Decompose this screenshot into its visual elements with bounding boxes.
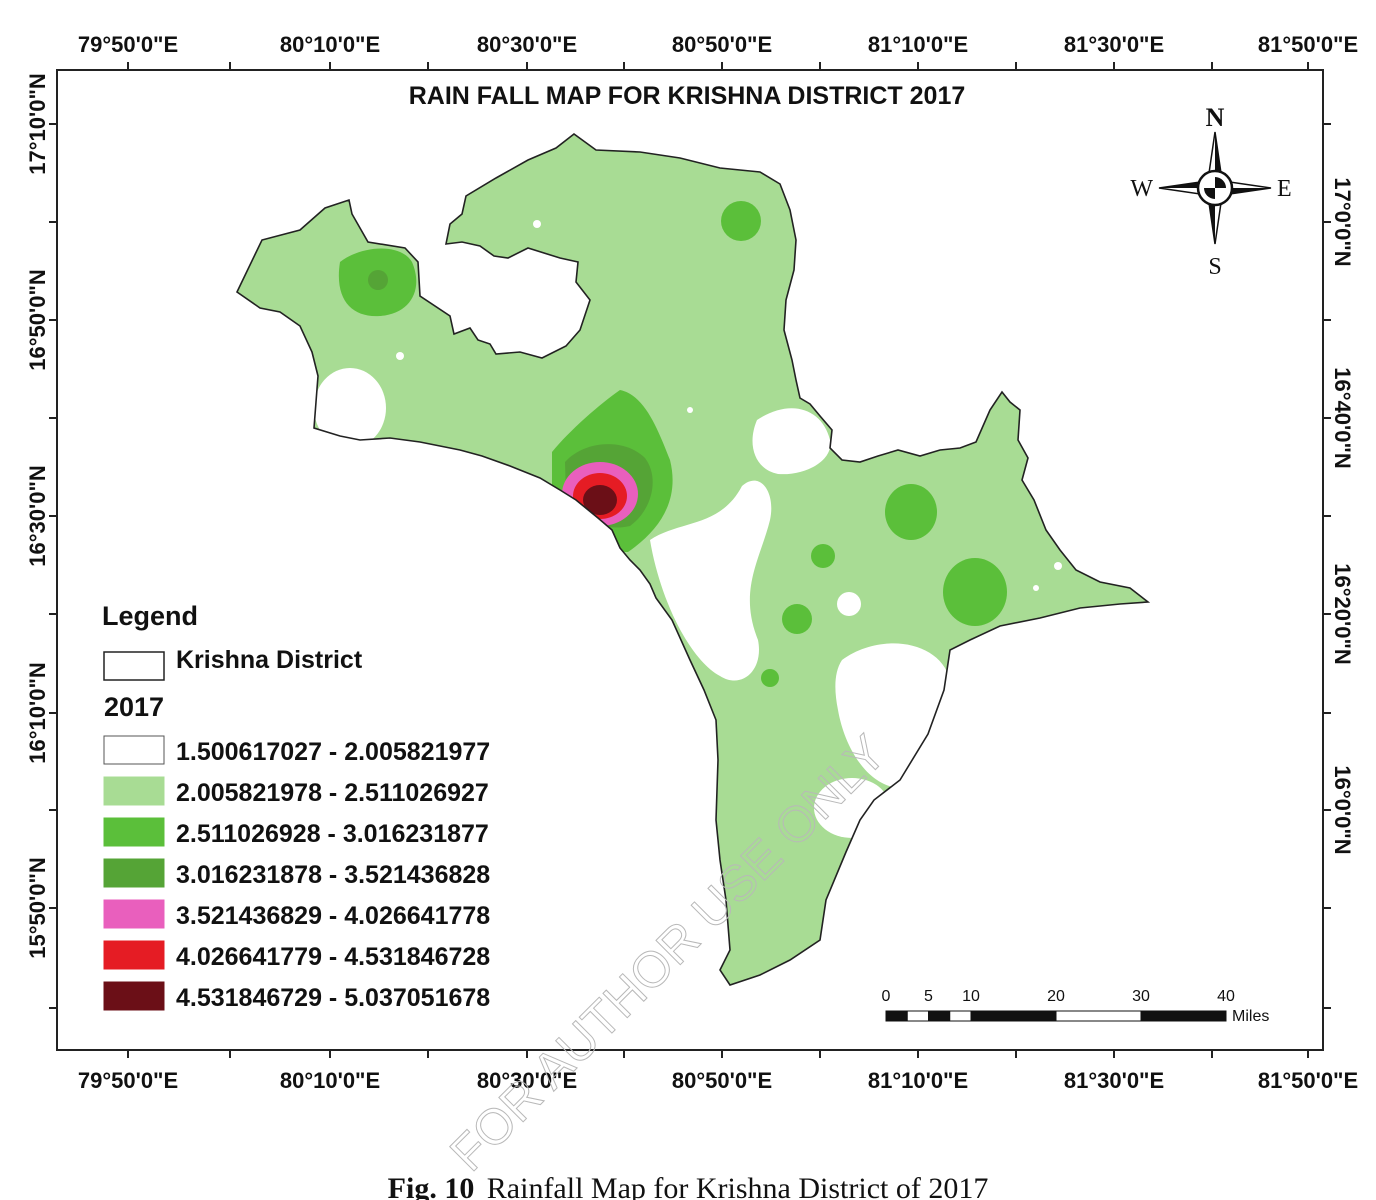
caption-text: Rainfall Map for Krishna District of 201… (487, 1172, 989, 1200)
legend-heading: Legend (102, 601, 198, 631)
medium-rainfall-zone (761, 669, 779, 687)
scale-tick-labels: 0 5 10 20 30 40 (882, 988, 1235, 1005)
high-rainfall-zone (368, 270, 388, 290)
legend-class-label: 1.500617027 - 2.005821977 (176, 738, 490, 766)
legend-class-label: 3.521436829 - 4.026641778 (176, 902, 490, 930)
lon-label-top: 80°30'0"E (477, 32, 577, 57)
longitude-labels-bottom: 79°50'0"E 80°10'0"E 80°30'0"E 80°50'0"E … (78, 1068, 1358, 1093)
scale-bar: 0 5 10 20 30 40 Miles (882, 988, 1270, 1025)
lon-label-top: 80°50'0"E (672, 32, 772, 57)
latitude-labels-right: 17°0'0"N 16°40'0"N 16°20'0"N 16°0'0"N (1330, 177, 1355, 854)
lon-label-bottom: 80°10'0"E (280, 1068, 380, 1093)
caption-prefix: Fig. 10 (388, 1172, 475, 1200)
medium-rainfall-zone (885, 484, 937, 540)
lon-label-top: 81°30'0"E (1064, 32, 1164, 57)
lon-label-top: 81°10'0"E (868, 32, 968, 57)
compass-rose: N S E W (1130, 103, 1291, 280)
scale-tick-label: 0 (882, 988, 891, 1005)
lon-label-bottom: 79°50'0"E (78, 1068, 178, 1093)
scale-tick-label: 40 (1217, 988, 1235, 1005)
lat-label-left: 15°50'0"N (25, 857, 50, 959)
low-rainfall-zone (752, 408, 831, 475)
compass-west-shade (1159, 181, 1207, 188)
latitude-labels-left: 17°10'0"N 16°50'0"N 16°30'0"N 16°10'0"N … (25, 73, 50, 959)
low-rainfall-zone (396, 352, 404, 360)
scale-tick-label: 5 (924, 988, 933, 1005)
scale-tick-label: 30 (1132, 988, 1150, 1005)
lon-label-top: 79°50'0"E (78, 32, 178, 57)
compass-east-label: E (1277, 176, 1292, 202)
scale-segment (885, 1010, 908, 1022)
compass-quadrant (1204, 188, 1215, 199)
medium-rainfall-zone (943, 558, 1007, 626)
legend-swatch (103, 776, 165, 806)
map-title: RAIN FALL MAP FOR KRISHNA DISTRICT 2017 (409, 82, 966, 110)
medium-rainfall-zone (782, 604, 812, 634)
scale-segment (928, 1010, 951, 1022)
medium-rainfall-zone (721, 201, 761, 241)
lon-label-top: 81°50'0"E (1258, 32, 1358, 57)
low-rainfall-zone (533, 220, 541, 228)
compass-north-label: N (1206, 103, 1225, 132)
lat-label-left: 17°10'0"N (25, 73, 50, 175)
low-rainfall-zone (314, 368, 386, 448)
peak-rainfall-zone (583, 485, 617, 515)
legend-swatch (103, 858, 165, 888)
legend-boundary-label: Krishna District (176, 646, 363, 674)
scale-segment (1055, 1010, 1142, 1022)
longitude-labels-top: 79°50'0"E 80°10'0"E 80°30'0"E 80°50'0"E … (78, 32, 1358, 57)
low-rainfall-zone (650, 480, 772, 681)
lon-label-bottom: 81°50'0"E (1258, 1068, 1358, 1093)
scale-segment (970, 1010, 1057, 1022)
compass-west-label: W (1130, 176, 1153, 202)
scale-tick-label: 20 (1047, 988, 1065, 1005)
legend-classes: 1.500617027 - 2.005821977 2.005821978 - 2… (103, 735, 490, 1012)
scale-segment (1140, 1010, 1227, 1022)
legend-class-label: 3.016231878 - 3.521436828 (176, 861, 490, 889)
lon-label-bottom: 80°30'0"E (477, 1068, 577, 1093)
scale-unit: Miles (1232, 1008, 1269, 1025)
compass-north-shade (1215, 132, 1222, 180)
medium-rainfall-zone (811, 544, 835, 568)
compass-quadrant (1215, 177, 1226, 188)
scale-tick-label: 10 (962, 988, 980, 1005)
scale-segment (906, 1010, 929, 1022)
legend-swatch (103, 940, 165, 970)
legend-swatch (103, 817, 165, 847)
legend-boundary-swatch (103, 651, 165, 681)
figure-caption: Fig. 10 Rainfall Map for Krishna Distric… (388, 1172, 989, 1200)
graticule-ticks (49, 62, 1331, 1058)
legend-swatch (103, 981, 165, 1011)
legend-class-label: 4.026641779 - 4.531846728 (176, 943, 490, 971)
lat-label-right: 16°0'0"N (1330, 765, 1355, 854)
legend-class-label: 2.511026928 - 3.016231877 (176, 820, 489, 848)
low-rainfall-zone (1033, 585, 1039, 591)
legend-class-label: 2.005821978 - 2.511026927 (176, 779, 489, 807)
district-boundary (235, 132, 1151, 986)
legend-class-label: 4.531846729 - 5.037051678 (176, 984, 490, 1012)
lat-label-right: 16°20'0"N (1330, 563, 1355, 665)
map-legend: Legend Krishna District 2017 1.500617027… (102, 601, 490, 1012)
legend-swatch (103, 899, 165, 929)
compass-south-label: S (1208, 254, 1221, 280)
lon-label-bottom: 81°30'0"E (1064, 1068, 1164, 1093)
compass-south-shade (1208, 196, 1215, 244)
lat-label-right: 17°0'0"N (1330, 177, 1355, 266)
lat-label-left: 16°10'0"N (25, 662, 50, 764)
lat-label-right: 16°40'0"N (1330, 367, 1355, 469)
scale-segments (885, 1010, 1227, 1022)
lat-label-left: 16°30'0"N (25, 465, 50, 567)
low-rainfall-zone (1054, 562, 1062, 570)
scale-segment (949, 1010, 972, 1022)
legend-year-label: 2017 (104, 692, 164, 722)
lon-label-bottom: 81°10'0"E (868, 1068, 968, 1093)
low-rainfall-zone (687, 407, 693, 413)
lon-label-bottom: 80°50'0"E (672, 1068, 772, 1093)
lon-label-top: 80°10'0"E (280, 32, 380, 57)
low-rainfall-zone (837, 592, 861, 616)
lat-label-left: 16°50'0"N (25, 269, 50, 371)
legend-swatch (103, 735, 165, 765)
compass-east-shade (1223, 188, 1271, 195)
